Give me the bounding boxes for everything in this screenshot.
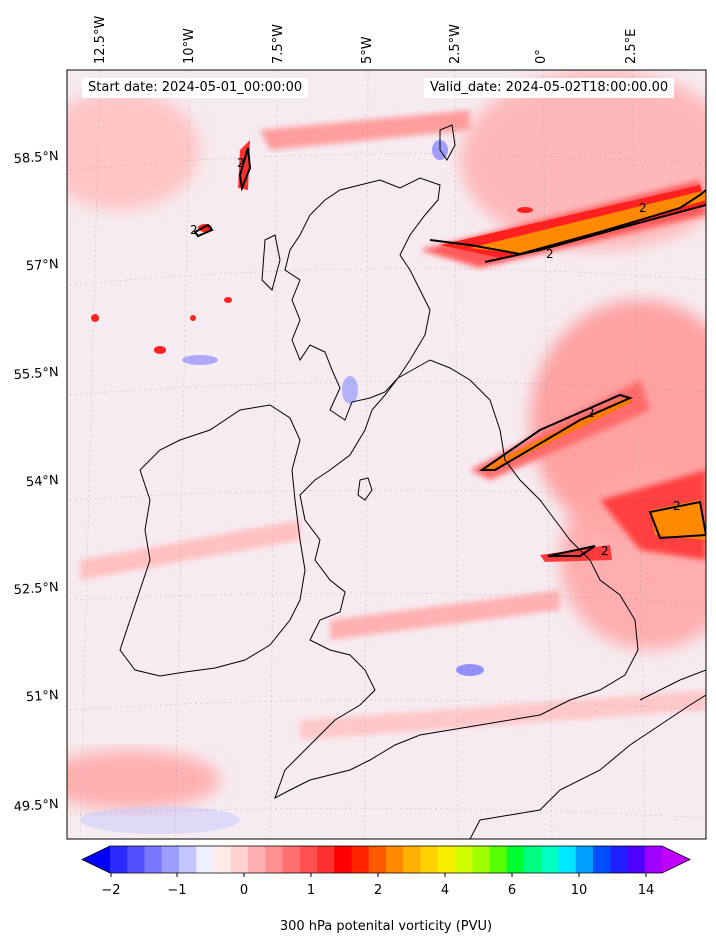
colorbar-tick: 0 bbox=[239, 883, 249, 898]
lat-label: 52.5°N bbox=[13, 580, 59, 598]
lat-label: 58.5°N bbox=[13, 149, 59, 167]
graticule bbox=[69, 70, 706, 839]
colorbar-title: 300 hPa potenital vorticity (PVU) bbox=[279, 919, 493, 934]
colorbar-swatch bbox=[213, 846, 232, 873]
france-coast bbox=[469, 694, 706, 839]
colorbar-tick: 2 bbox=[373, 883, 383, 898]
colorbar-extend-low bbox=[82, 846, 110, 873]
colorbar-swatch bbox=[524, 846, 542, 873]
lon-label: 10°W bbox=[182, 28, 197, 64]
continent-coast bbox=[639, 669, 706, 701]
colorbar-swatch bbox=[541, 846, 559, 873]
colorbar-tick: 10 bbox=[570, 883, 588, 898]
colorbar-tick: 4 bbox=[440, 883, 450, 898]
coastlines bbox=[119, 124, 706, 839]
colorbar-outline bbox=[81, 845, 691, 874]
lat-label: 54°N bbox=[26, 473, 60, 490]
colorbar-swatch bbox=[610, 846, 628, 873]
pv-field bbox=[67, 70, 706, 839]
contour-label: 2 bbox=[546, 247, 554, 261]
scotland-coast bbox=[284, 177, 441, 421]
colorbar-swatch bbox=[317, 846, 335, 873]
colorbar-tick: 1 bbox=[306, 883, 316, 898]
colorbar-swatch bbox=[179, 846, 197, 873]
colorbar-swatch bbox=[368, 846, 387, 873]
contour-label: 2 bbox=[639, 201, 647, 215]
ireland-coast bbox=[119, 404, 306, 677]
colorbar-tick: −1 bbox=[167, 883, 187, 898]
lon-label: 12.5°W bbox=[93, 16, 108, 64]
lat-label: 57°N bbox=[26, 257, 60, 274]
colorbar-swatch bbox=[196, 846, 214, 873]
colorbar-swatch bbox=[161, 846, 180, 873]
colorbar-swatch bbox=[351, 846, 370, 873]
colorbar-swatch bbox=[472, 846, 490, 873]
colorbar-swatch bbox=[110, 846, 128, 873]
latitude-labels: 58.5°N 57°N 55.5°N 54°N 52.5°N 51°N 49.5… bbox=[13, 149, 59, 815]
colorbar-tick: −2 bbox=[101, 883, 121, 898]
longitude-labels: 12.5°W 10°W 7.5°W 5°W 2.5°W 0° 2.5°E bbox=[93, 16, 639, 64]
contour-label: 2 bbox=[190, 223, 198, 237]
contour-label: 2 bbox=[587, 406, 595, 420]
colorbar-swatch bbox=[489, 846, 508, 873]
lon-label: 7.5°W bbox=[271, 24, 286, 64]
colorbar-swatch bbox=[144, 846, 163, 873]
colorbar-tick: 6 bbox=[507, 883, 517, 898]
contour-label: 2 bbox=[601, 544, 609, 558]
england-wales-coast bbox=[274, 359, 639, 800]
colorbar-swatch bbox=[230, 846, 249, 873]
colorbar-swatch bbox=[282, 846, 301, 873]
isle-of-man bbox=[357, 477, 373, 501]
colorbar-swatch bbox=[558, 846, 577, 873]
shetland bbox=[439, 124, 456, 161]
colorbar-swatch bbox=[265, 846, 283, 873]
colorbar-swatch bbox=[403, 846, 421, 873]
map-border bbox=[66, 69, 707, 840]
lat-label: 49.5°N bbox=[13, 797, 59, 815]
hebrides bbox=[261, 234, 281, 291]
colorbar-swatch bbox=[627, 846, 646, 873]
contour-labels: 2 2 2 2 2 2 2 bbox=[190, 156, 681, 558]
colorbar-swatch bbox=[506, 846, 525, 873]
colorbar bbox=[81, 845, 691, 877]
colorbar-swatch bbox=[386, 846, 404, 873]
lat-label: 55.5°N bbox=[13, 365, 59, 383]
lat-label: 51°N bbox=[26, 688, 60, 705]
colorbar-swatch bbox=[334, 846, 352, 873]
colorbar-extend-high bbox=[662, 846, 690, 873]
start-date-label: Start date: 2024-05-01_00:00:00 bbox=[82, 78, 309, 98]
contour-label: 2 bbox=[673, 499, 681, 513]
colorbar-tick: 14 bbox=[637, 883, 655, 898]
pv-2-contours bbox=[193, 147, 706, 557]
lon-label: 5°W bbox=[360, 36, 375, 64]
colorbar-swatch bbox=[248, 846, 266, 873]
colorbar-swatch bbox=[455, 846, 473, 873]
valid-date-label: Valid_date: 2024-05-02T18:00:00.00 bbox=[424, 78, 675, 98]
colorbar-swatch bbox=[127, 846, 145, 873]
lon-label: 2.5°E bbox=[624, 29, 639, 64]
colorbar-swatch bbox=[644, 846, 663, 873]
contour-label: 2 bbox=[237, 156, 245, 170]
colorbar-swatch bbox=[593, 846, 611, 873]
colorbar-swatch bbox=[575, 846, 594, 873]
colorbar-swatch bbox=[299, 846, 318, 873]
colorbar-swatch bbox=[437, 846, 456, 873]
colorbar-swatch bbox=[420, 846, 439, 873]
lon-label: 2.5°W bbox=[448, 24, 463, 64]
lon-label: 0° bbox=[534, 49, 549, 64]
